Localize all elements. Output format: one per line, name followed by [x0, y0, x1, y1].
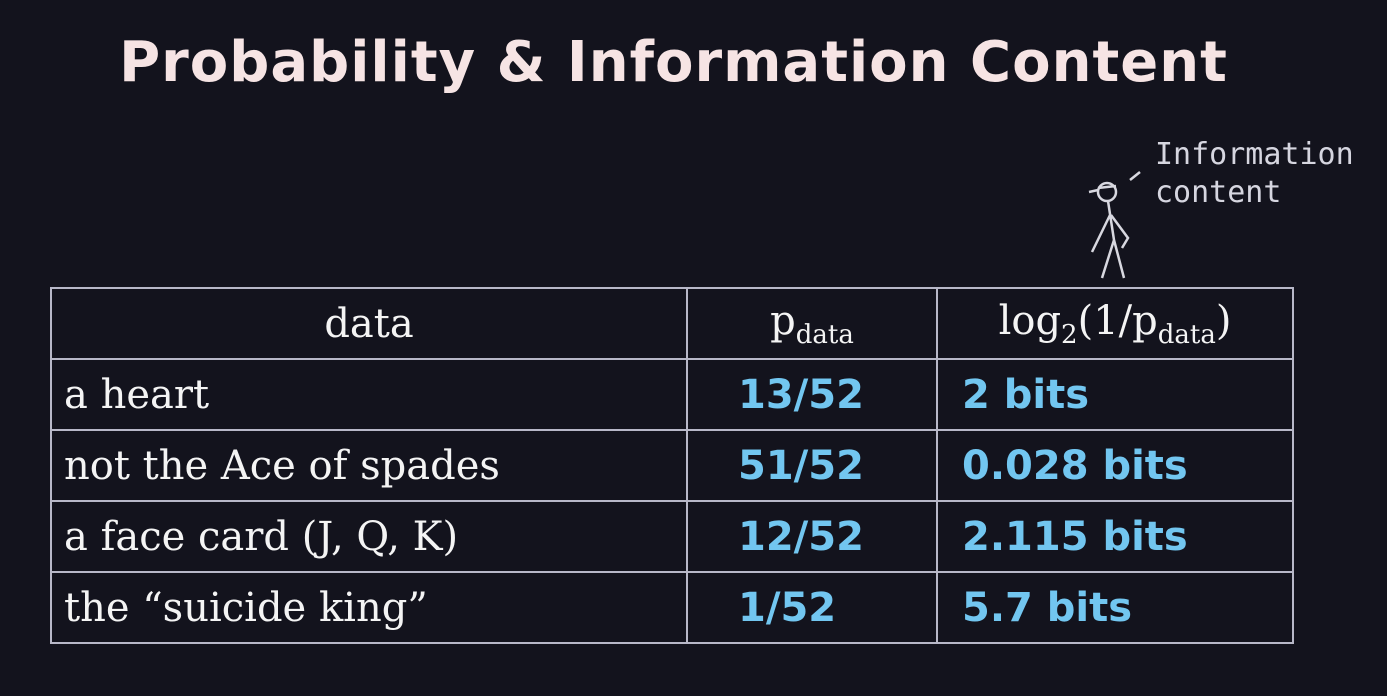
table-cell: 2 bits	[936, 358, 1294, 431]
table-row: not the Ace of spades 51/52 0.028 bits	[50, 429, 1294, 502]
header-cell: log2(1/pdata)	[936, 287, 1294, 360]
table-cell: a face card (J, Q, K)	[50, 500, 688, 573]
table-cell: 12/52	[686, 500, 938, 573]
table-cell: not the Ace of spades	[50, 429, 688, 502]
header-cell: data	[50, 287, 688, 360]
table-cell: 13/52	[686, 358, 938, 431]
header-cell: pdata	[686, 287, 938, 360]
table-row: the “suicide king” 1/52 5.7 bits	[50, 571, 1294, 644]
header-text: data	[324, 300, 414, 347]
annotation-line: content	[1155, 175, 1282, 210]
table-cell: 1/52	[686, 571, 938, 644]
subscript: data	[1157, 319, 1216, 350]
stick-figure	[1088, 171, 1141, 279]
table-row: a heart 13/52 2 bits	[50, 358, 1294, 431]
annotation-line: Information	[1155, 137, 1354, 172]
subscript: 2	[1061, 319, 1078, 350]
table-cell: 51/52	[686, 429, 938, 502]
table-cell: 0.028 bits	[936, 429, 1294, 502]
table-cell: a heart	[50, 358, 688, 431]
annotation: Information content	[1155, 136, 1354, 212]
header-text: log	[998, 297, 1062, 344]
subscript: data	[795, 319, 854, 350]
table-cell: 5.7 bits	[936, 571, 1294, 644]
header-text: p	[770, 297, 796, 344]
table-row: a face card (J, Q, K) 12/52 2.115 bits	[50, 500, 1294, 573]
table-cell: 2.115 bits	[936, 500, 1294, 573]
header-text: )	[1215, 297, 1232, 344]
slide-title: Probability & Information Content	[119, 30, 1228, 95]
info-table: data pdata log2(1/pdata) a heart 13/52 2 bits…	[50, 287, 1294, 644]
header-text: (1/p	[1077, 297, 1158, 344]
table-cell: the “suicide king”	[50, 571, 688, 644]
